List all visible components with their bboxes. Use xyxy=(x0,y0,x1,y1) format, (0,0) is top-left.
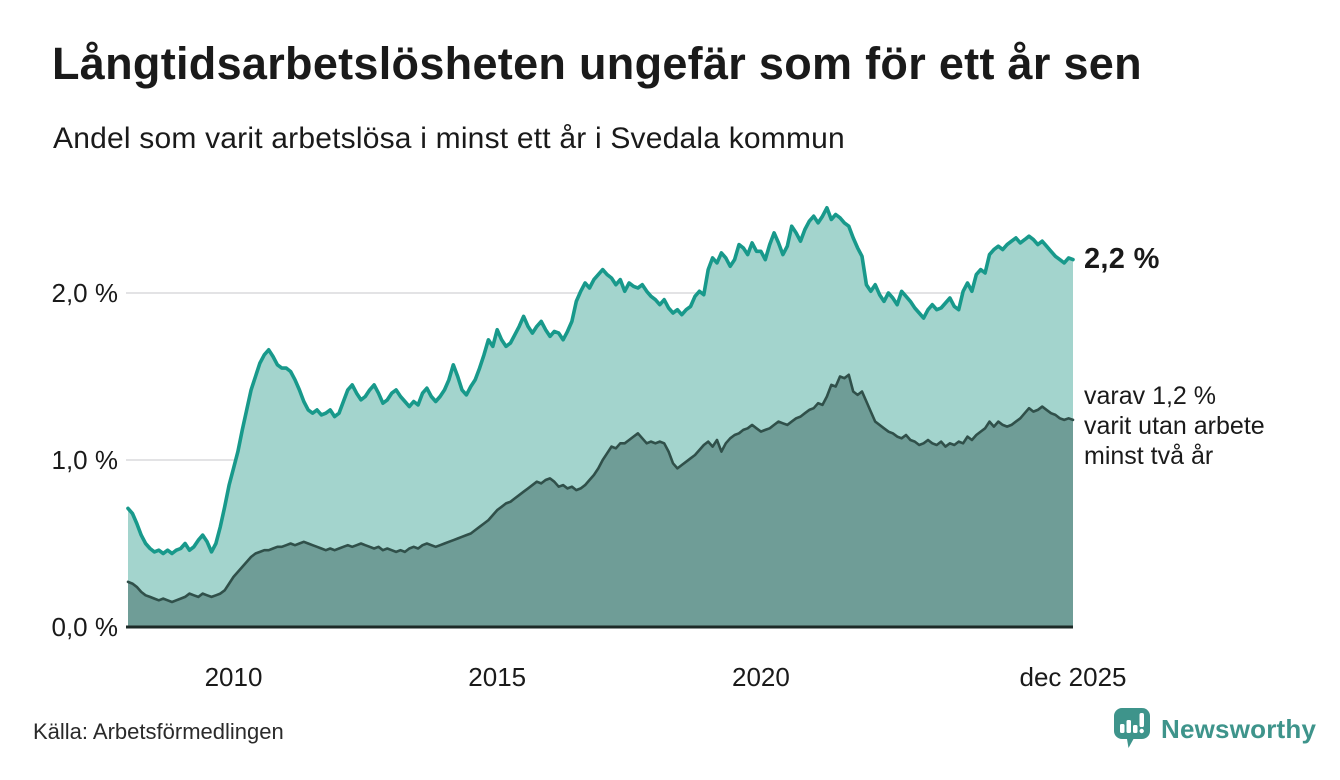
source-note: Källa: Arbetsförmedlingen xyxy=(33,719,284,744)
series-line-2 xyxy=(126,373,1075,604)
x-tick-label: 2020 xyxy=(732,662,790,692)
x-tick-label: dec 2025 xyxy=(1019,662,1127,692)
x-tick-label: 2015 xyxy=(468,662,527,692)
y-tick-label: 2,0 % xyxy=(51,278,119,308)
newsworthy-brand: Newsworthy xyxy=(1112,706,1316,752)
brand-name: Newsworthy xyxy=(1161,713,1317,744)
series-area-2 xyxy=(128,374,1073,627)
chart-subtitle: Andel som varit arbetslösa i minst ett å… xyxy=(53,122,845,155)
series-line-1 xyxy=(126,206,1075,556)
chart-title: Långtidsarbetslösheten ungefär som för e… xyxy=(52,38,1142,89)
series2-end-value-label: varav 1,2 % varit utan arbete minst två … xyxy=(1084,382,1265,470)
y-tick-label: 1,0 % xyxy=(51,445,119,475)
newsworthy-logo-icon xyxy=(1114,708,1150,748)
y-tick-label: 0,0 % xyxy=(51,612,119,642)
x-tick-label: 2010 xyxy=(204,662,263,692)
series1-end-value-label: 2,2 % xyxy=(1084,243,1160,275)
